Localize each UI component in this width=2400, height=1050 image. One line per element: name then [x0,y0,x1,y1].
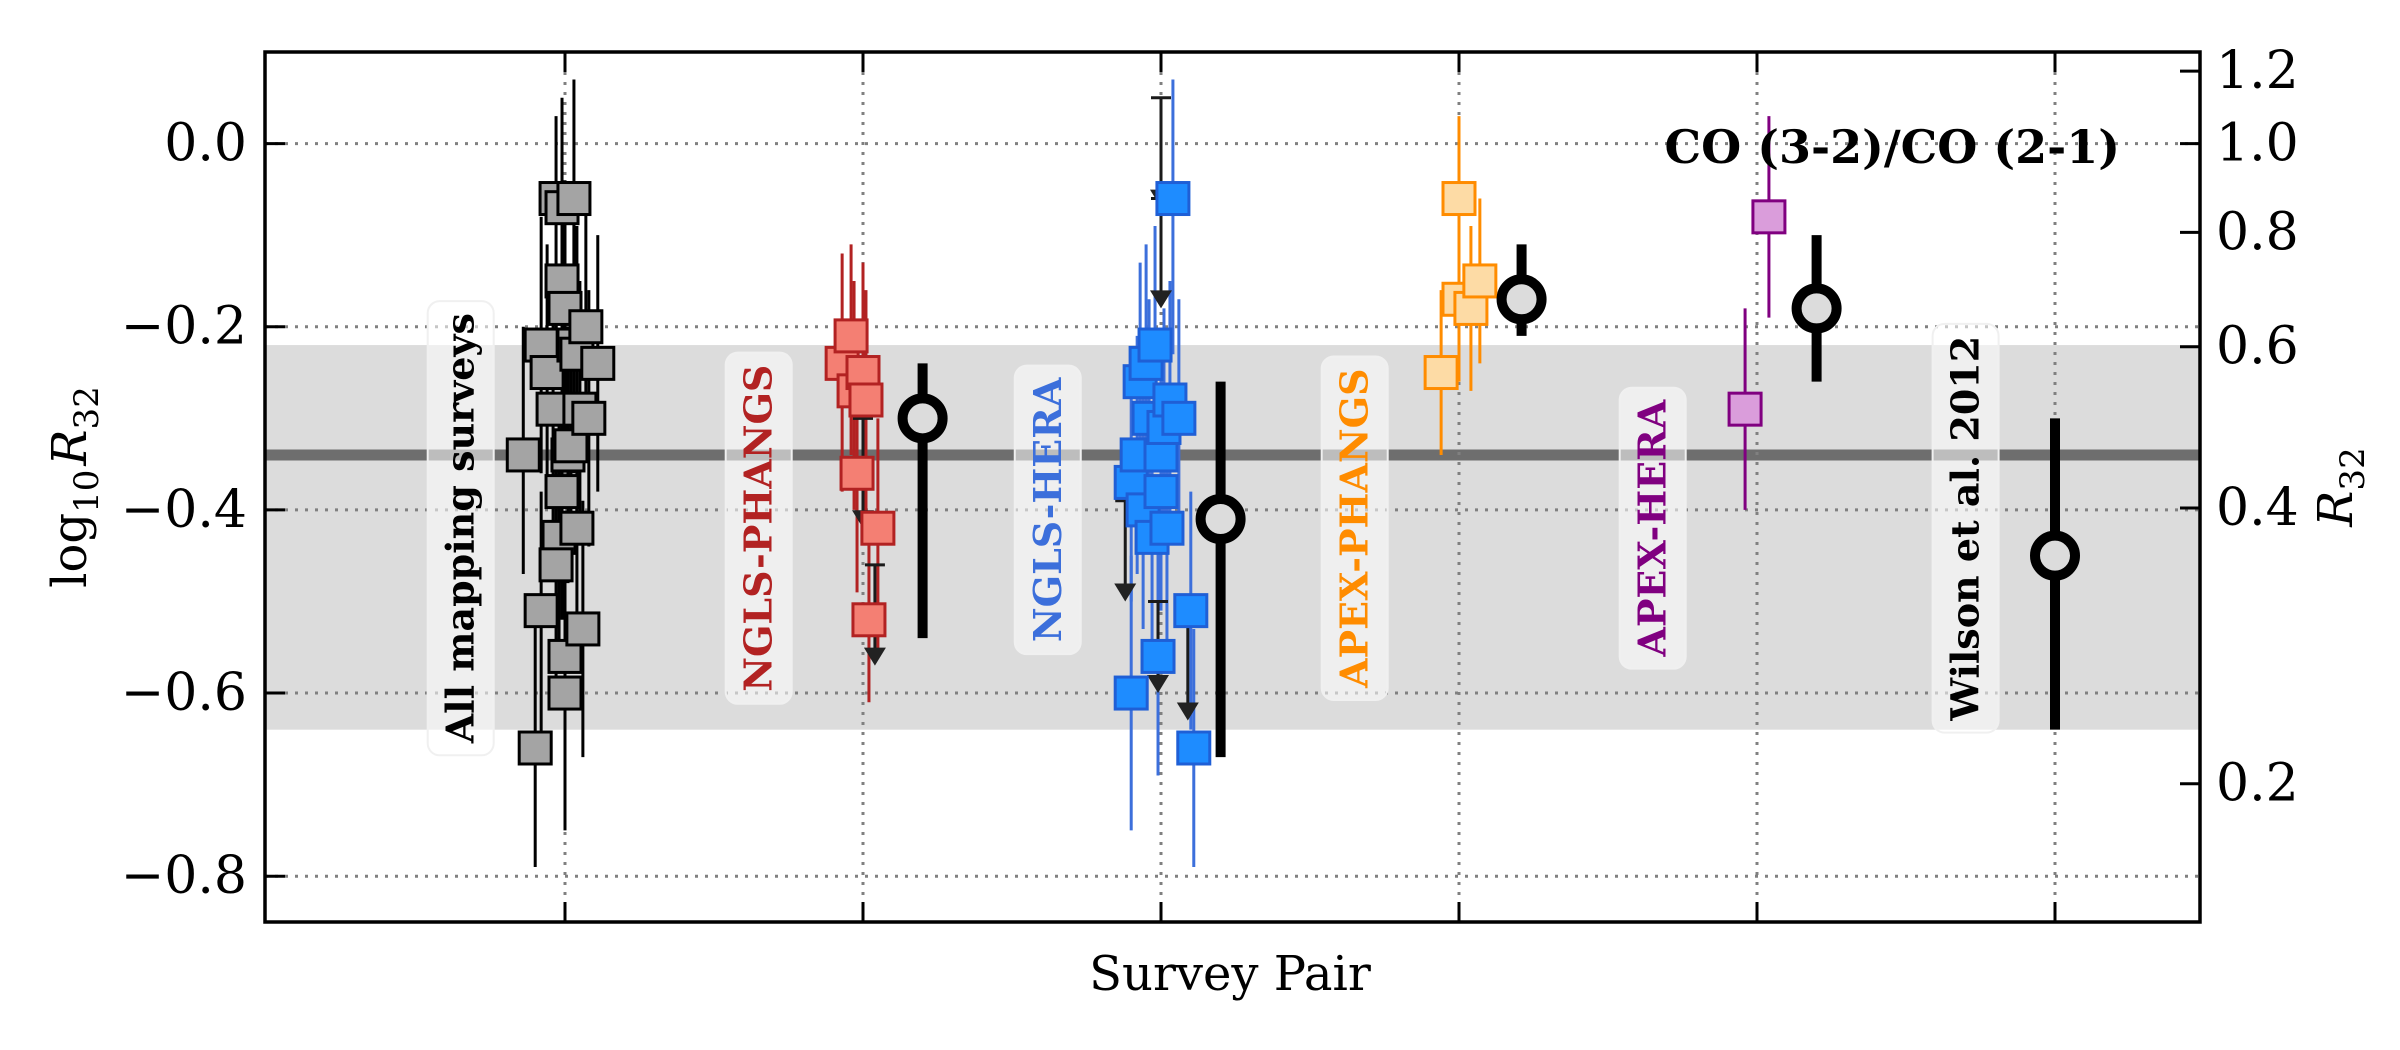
mean-marker [897,393,948,444]
data-square [848,382,884,418]
data-square [559,510,595,546]
data-square [1113,675,1149,711]
data-square [1149,510,1185,546]
mean-marker [1195,494,1246,545]
survey-label: NGLS-HERA [1025,377,1070,642]
data-square [1143,474,1179,510]
survey-label-group: All mapping surveys [426,300,495,757]
plot-frame [263,50,2202,924]
data-layer [505,79,2080,868]
survey-label-group: Wilson et al. 2012 [1931,322,2000,734]
upper-limit-arrow [1176,702,1199,721]
mean-marker [1496,274,1547,325]
data-square [1423,355,1459,391]
data-square [1176,730,1212,766]
data-square [1137,327,1173,363]
data-square [1751,199,1787,235]
data-square [1173,593,1209,629]
data-square [568,309,604,345]
chart-title: CO (3-2)/CO (2-1) [1665,120,2120,174]
data-square [538,547,574,583]
data-square [1140,638,1176,674]
y-tick-label-left: −0.8 [121,846,247,906]
data-square [523,593,559,629]
survey-label-box [1931,322,2000,734]
survey-label-box [724,351,793,705]
y-tick-label-left: −0.4 [121,480,247,540]
y-tick-label-right: 1.0 [2216,114,2299,174]
survey-label-group: APEX-PHANGS [1320,355,1389,701]
survey-label-box [1618,386,1687,670]
axes-layer: 0.0 −0.2 −0.4 −0.6 −0.8 1.2 1.0 0.8 0.6 0.4 0.2 log… [42,41,2373,924]
data-square [1727,391,1763,427]
survey-label: All mapping surveys [438,313,483,744]
y-tick-label-right: 0.6 [2216,317,2299,377]
y-tick-label-right: 0.8 [2216,202,2299,262]
upper-limit-arrow [1114,583,1137,602]
survey-label-box [426,300,495,757]
survey-label: NGLS-PHANGS [736,365,781,692]
data-square [833,318,869,354]
data-square [851,602,887,638]
survey-label: APEX-HERA [1630,399,1675,657]
x-axis-title: Survey Pair [1089,946,1371,1002]
data-square [505,437,541,473]
survey-label: Wilson et al. 2012 [1943,336,1988,722]
data-square [839,455,875,491]
data-square [1462,263,1498,299]
data-square [517,730,553,766]
y-tick-label-right: 1.2 [2216,41,2299,101]
data-square [571,400,607,436]
upper-limit-arrow [1147,675,1170,694]
y-tick-label-right: 0.2 [2216,754,2299,814]
y-axis-title-left-text: log10R32 [42,386,107,588]
y-tick-label-right: 0.4 [2216,478,2299,538]
survey-label-group: APEX-HERA [1618,386,1687,670]
y-axis-title-left: log10R32 [42,386,107,588]
upper-limit-arrow [1150,290,1172,309]
mean-marker [1791,283,1842,334]
survey-labels-layer: All mapping surveys NGLS-PHANGS NGLS-HERA A… [426,300,2000,757]
survey-label-group: NGLS-PHANGS [724,351,793,705]
data-square [556,181,592,217]
data-square [544,474,580,510]
mean-marker [2030,530,2080,581]
data-square [565,611,601,647]
survey-label-box [1320,355,1389,701]
data-square [1155,181,1191,217]
data-square [580,345,616,381]
y-tick-label-left: 0.0 [164,114,247,174]
data-square [547,675,583,711]
data-square [860,510,896,546]
data-square [1441,181,1477,217]
survey-label-group: NGLS-HERA [1013,364,1082,656]
y-axis-title-right-text: R32 [2308,447,2373,527]
y-tick-label-left: −0.6 [121,663,247,723]
y-tick-label-left: −0.2 [121,297,247,357]
survey-label: APEX-PHANGS [1332,368,1377,689]
data-square [1161,400,1197,436]
survey-label-box [1013,364,1082,656]
y-axis-title-right: R32 [2308,447,2373,527]
upper-limit-arrow [863,647,886,666]
